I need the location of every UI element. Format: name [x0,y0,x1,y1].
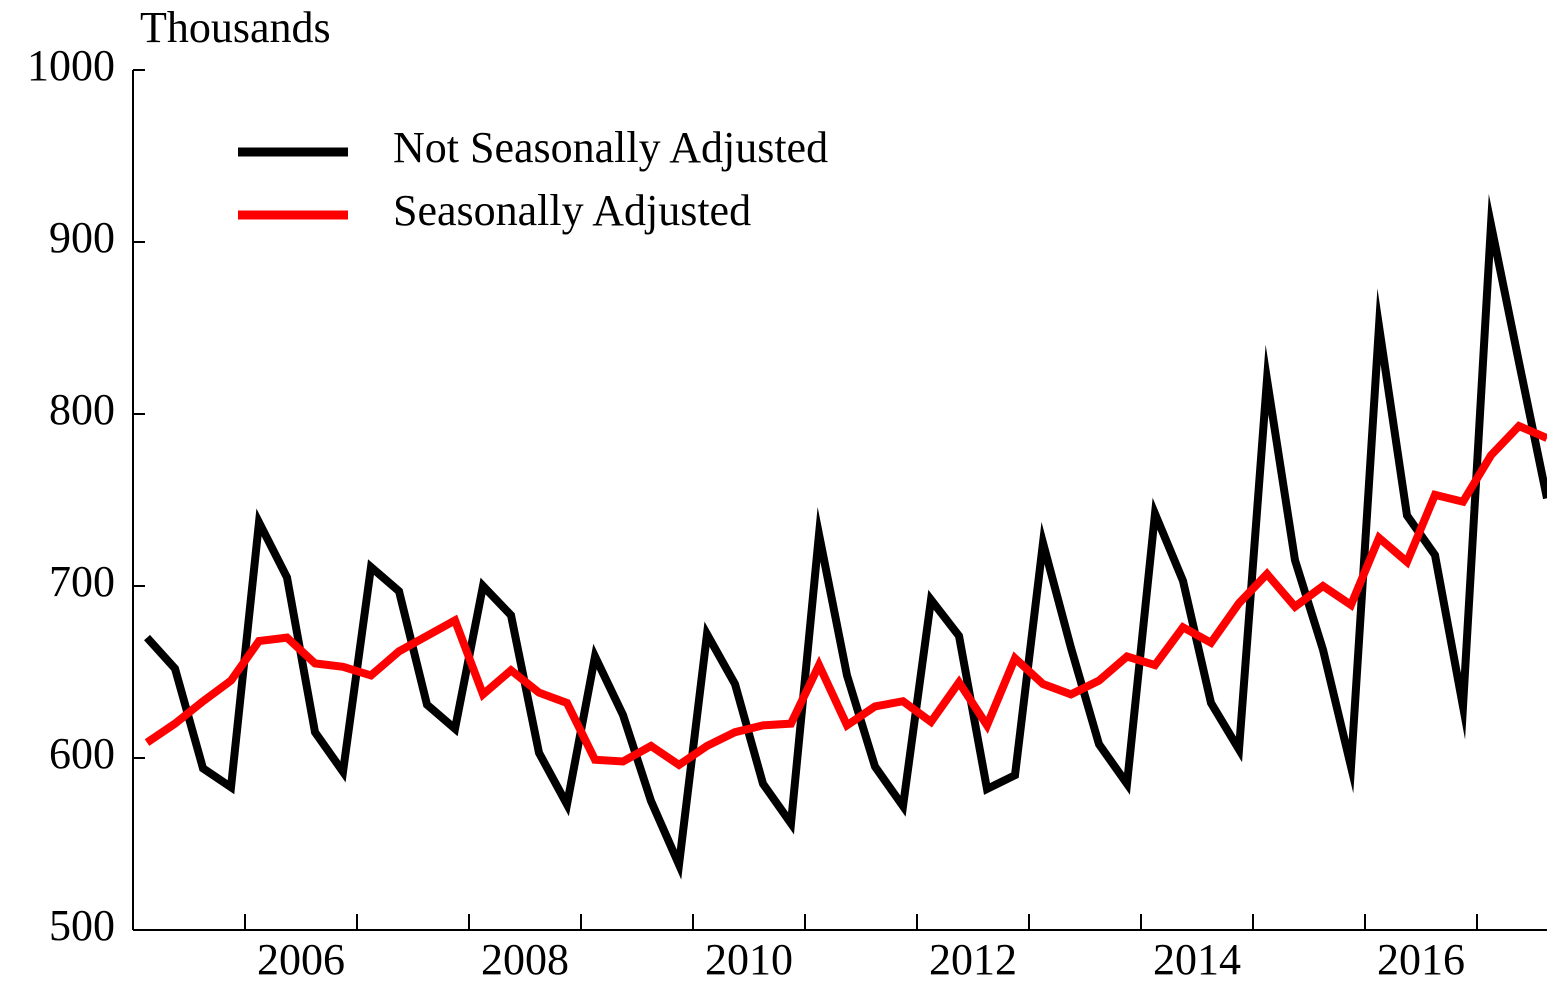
x-tick-label: 2006 [257,935,345,984]
y-tick-label: 900 [49,213,115,262]
x-tick-label: 2008 [481,935,569,984]
y-tick-label: 700 [49,557,115,606]
y-tick-label: 800 [49,385,115,434]
legend-label: Seasonally Adjusted [393,186,751,235]
x-tick-label: 2016 [1377,935,1465,984]
y-tick-label: 1000 [27,41,115,90]
y-tick-label: 500 [49,901,115,950]
x-tick-label: 2012 [929,935,1017,984]
y-axis-label: Thousands [140,3,331,52]
x-tick-label: 2010 [705,935,793,984]
legend-label: Not Seasonally Adjusted [393,123,828,172]
series-line [144,193,1547,880]
series-line [144,421,1547,770]
y-tick-label: 600 [49,729,115,778]
x-tick-label: 2014 [1153,935,1241,984]
